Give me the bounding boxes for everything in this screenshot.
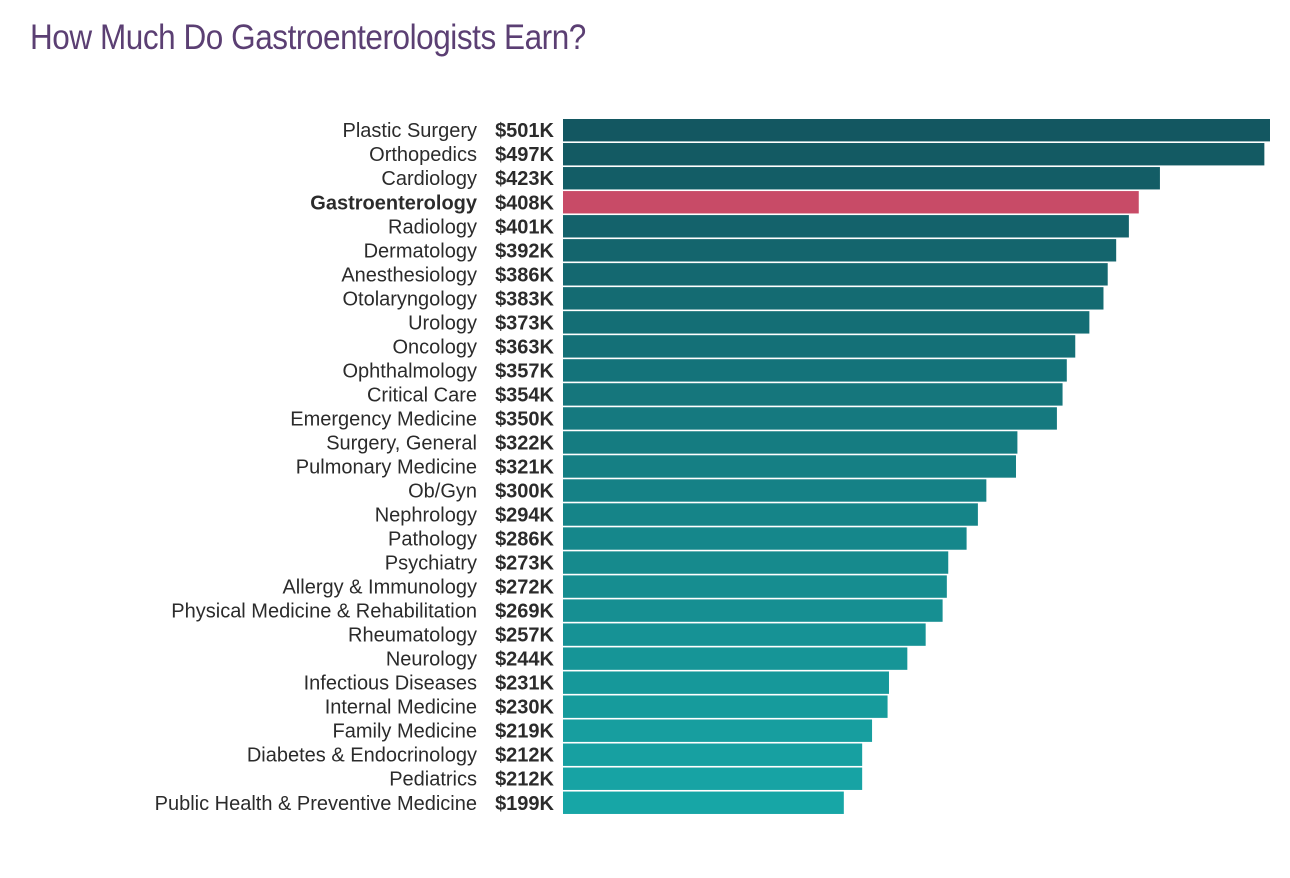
value-label: $357K (495, 360, 554, 382)
bar (563, 335, 1076, 358)
category-label: Orthopedics (369, 144, 477, 166)
value-label: $401K (495, 216, 554, 238)
category-label: Pediatrics (389, 769, 477, 791)
category-label: Public Health & Preventive Medicine (155, 793, 477, 815)
value-label: $273K (495, 553, 554, 575)
value-label: $212K (495, 745, 554, 767)
category-label: Diabetes & Endocrinology (247, 745, 477, 767)
bar (563, 431, 1018, 454)
bar (563, 647, 908, 670)
bar (563, 695, 888, 718)
bar (563, 167, 1160, 190)
value-label: $497K (495, 144, 554, 166)
category-label: Surgery, General (326, 432, 477, 454)
value-label: $294K (495, 505, 554, 527)
bar (563, 311, 1090, 334)
bar (563, 479, 987, 502)
value-label: $392K (495, 240, 554, 262)
category-label: Ophthalmology (342, 360, 477, 382)
value-label: $257K (495, 625, 554, 647)
bar (563, 359, 1067, 382)
value-label: $244K (495, 649, 554, 671)
category-label: Urology (408, 312, 477, 334)
bar (563, 239, 1117, 262)
category-label: Neurology (386, 649, 477, 671)
value-label: $286K (495, 529, 554, 551)
category-label: Infectious Diseases (304, 673, 477, 695)
value-label: $408K (495, 192, 554, 214)
bar (563, 623, 926, 646)
value-label: $272K (495, 577, 554, 599)
bar (563, 143, 1265, 166)
bar (563, 407, 1057, 430)
bar (563, 287, 1104, 310)
category-label: Allergy & Immunology (282, 577, 477, 599)
bar (563, 599, 943, 622)
value-label: $269K (495, 601, 554, 623)
category-label: Plastic Surgery (343, 120, 478, 142)
category-label: Pathology (388, 529, 477, 551)
category-label: Dermatology (364, 240, 477, 262)
value-label: $199K (495, 793, 554, 815)
category-label: Radiology (388, 216, 477, 238)
bar (563, 455, 1016, 478)
category-label: Family Medicine (333, 721, 477, 743)
bars-group (563, 119, 1270, 814)
value-label: $373K (495, 312, 554, 334)
value-label: $354K (495, 384, 554, 406)
category-label: Otolaryngology (342, 288, 477, 310)
value-label: $219K (495, 721, 554, 743)
bar (563, 575, 947, 598)
bar (563, 215, 1129, 238)
bar (563, 767, 863, 790)
value-label: $423K (495, 168, 554, 190)
value-label: $212K (495, 769, 554, 791)
bar (563, 119, 1270, 142)
category-label: Internal Medicine (325, 697, 477, 719)
chart-title: How Much Do Gastroenterologists Earn? (30, 18, 586, 57)
value-label: $350K (495, 408, 554, 430)
bar (563, 527, 967, 550)
category-label: Nephrology (375, 505, 477, 527)
value-label: $386K (495, 264, 554, 286)
category-label: Anesthesiology (341, 264, 477, 286)
bar (563, 719, 873, 742)
value-label: $231K (495, 673, 554, 695)
bar (563, 383, 1063, 406)
category-label: Physical Medicine & Rehabilitation (171, 601, 477, 623)
bar (563, 191, 1139, 214)
bar (563, 263, 1108, 286)
labels-group: Plastic Surgery $501K Orthopedics $497K Card… (155, 120, 555, 815)
value-label: $383K (495, 288, 554, 310)
value-label: $501K (495, 120, 554, 142)
category-label: Critical Care (367, 384, 477, 406)
value-label: $230K (495, 697, 554, 719)
bar (563, 791, 844, 814)
value-label: $321K (495, 456, 554, 478)
category-label: Gastroenterology (310, 192, 478, 214)
category-label: Pulmonary Medicine (296, 456, 477, 478)
bar (563, 503, 978, 526)
value-label: $322K (495, 432, 554, 454)
bar (563, 671, 889, 694)
bar (563, 743, 863, 766)
category-label: Cardiology (381, 168, 477, 190)
category-label: Emergency Medicine (290, 408, 477, 430)
value-label: $363K (495, 336, 554, 358)
category-label: Ob/Gyn (408, 481, 477, 503)
category-label: Oncology (393, 336, 478, 358)
category-label: Rheumatology (348, 625, 477, 647)
value-label: $300K (495, 481, 554, 503)
bar (563, 551, 949, 574)
category-label: Psychiatry (385, 553, 477, 575)
